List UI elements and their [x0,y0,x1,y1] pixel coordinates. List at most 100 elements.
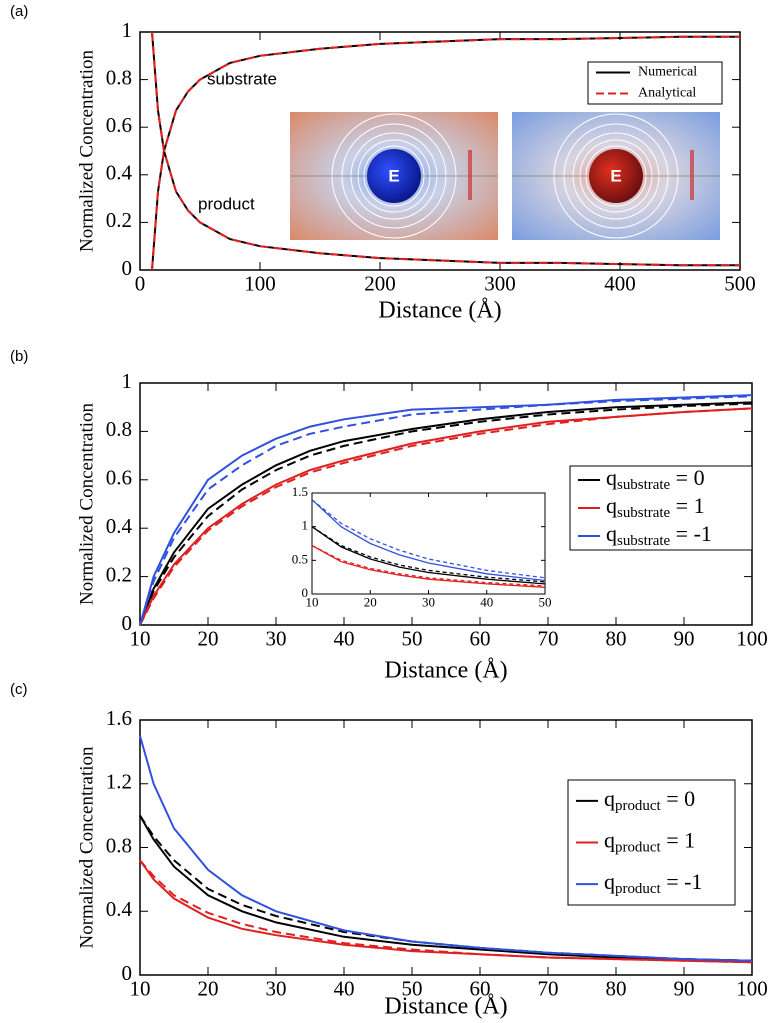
x-tick-label: 200 [364,272,396,296]
x-tick-label: 100 [244,272,276,296]
legend-subscript: substrate [617,477,671,493]
y-tick-label: 0.2 [106,208,132,232]
legend-symbol: q [604,786,615,811]
data-line [139,815,753,962]
legend-value: = -1 [670,521,712,546]
legend-subscript: product [615,840,662,856]
x-tick-label: 30 [422,595,435,610]
y-tick-label: 0.5 [292,551,308,566]
chart-panel: 10 20 30 40 50 60 70 80 90 100 0 0.4 0.8 1.2 1.6 Distan… [10,681,768,1020]
legend-subscript: product [615,798,662,814]
x-tick-label: 50 [402,627,423,651]
legend-symbol: q [604,869,615,894]
legend-label: qsubstrate = -1 [606,521,712,549]
x-tick-label: 0 [135,272,146,296]
legend-subscript: substrate [617,533,671,549]
legend-value: = 0 [670,465,704,490]
data-line [311,499,546,579]
x-tick-label: 90 [674,627,695,651]
x-tick-label: 20 [364,595,377,610]
data-line [311,526,546,583]
chart-panel: 0 100 200 300 400 500 0 0.2 0.4 0.6 0.8 1 Distance (… [10,3,756,324]
y-tick-label: 0.6 [106,113,132,137]
legend-label: qproduct = 1 [604,828,695,856]
data-line [139,859,753,964]
data-line [151,35,740,271]
inset-chart: 10 20 30 40 50 0 0.5 1 1.5 [292,484,552,610]
legend-symbol: q [606,493,617,518]
legend-box [587,61,723,105]
x-tick-label: 10 [130,977,151,1001]
x-tick-label: 500 [724,272,756,296]
legend-value: = -1 [661,869,703,894]
y-tick-label: 0 [302,585,309,600]
legend-value: = 1 [661,828,695,853]
y-tick-label: 0 [122,256,133,280]
x-tick-label: 80 [606,977,627,1001]
legend-label: qproduct = 0 [604,786,695,814]
data-line [139,735,753,962]
x-tick-label: 10 [130,627,151,651]
y-tick-label: 0.6 [106,466,132,490]
x-tick-label: 60 [470,977,491,1001]
data-line [151,31,740,267]
y-tick-label: 1 [122,18,133,42]
panel-label: (b) [10,348,28,365]
enzyme-label: E [610,166,621,185]
y-tick-label: 0.8 [106,417,132,441]
x-tick-label: 80 [606,627,627,651]
x-tick-label: 30 [266,977,287,1001]
enzyme [589,149,643,203]
x-axis-label: Distance (Å) [384,994,507,1020]
x-tick-label: 400 [604,272,636,296]
legend-value: = 1 [670,493,704,518]
x-tick-label: 40 [334,977,355,1001]
x-tick-label: 30 [266,627,287,651]
data-line [139,402,753,626]
x-tick-label: 100 [736,627,768,651]
y-tick-label: 0 [122,961,133,985]
colorbar [690,150,694,200]
x-tick-label: 20 [198,627,219,651]
enzyme-label: E [388,166,399,185]
y-tick-label: 1 [122,369,133,393]
panel-label: (c) [10,681,28,698]
y-tick-label: 1.5 [292,484,308,499]
annotation: substrate [207,69,277,88]
x-axis-label: Distance (Å) [384,658,507,684]
y-tick-label: 0.8 [106,65,132,89]
legend-label: Numerical [638,65,697,80]
x-tick-label: 50 [402,977,423,1001]
x-tick-label: 50 [539,595,552,610]
x-tick-label: 300 [484,272,516,296]
data-line [311,526,546,585]
legend-value: = 0 [661,786,695,811]
annotation: product [198,194,255,213]
x-tick-label: 70 [538,977,559,1001]
panel-label: (a) [10,3,28,20]
legend-label: qproduct = -1 [604,869,702,897]
legend-label: qsubstrate = 0 [606,465,705,493]
x-tick-label: 90 [674,977,695,1001]
y-axis-label: Normalized Concentration [76,402,97,605]
y-tick-label: 0.8 [106,833,132,857]
y-tick-label: 0 [122,611,133,635]
x-tick-label: 40 [480,595,493,610]
data-line [139,401,753,626]
legend-symbol: q [606,465,617,490]
legend-subscript: product [615,882,662,898]
data-line [311,544,546,588]
data-line [139,407,753,626]
y-tick-label: 1 [302,518,309,533]
data-line [311,544,546,587]
y-tick-label: 0.4 [106,161,133,185]
colorbar [468,150,472,200]
data-line [139,859,753,964]
legend-symbol: q [606,521,617,546]
heatmap-inset: E [290,112,498,240]
y-tick-label: 0.2 [106,562,132,586]
data-line [311,499,546,582]
y-tick-label: 0.4 [106,514,133,538]
legend-label: Analytical [638,86,696,101]
